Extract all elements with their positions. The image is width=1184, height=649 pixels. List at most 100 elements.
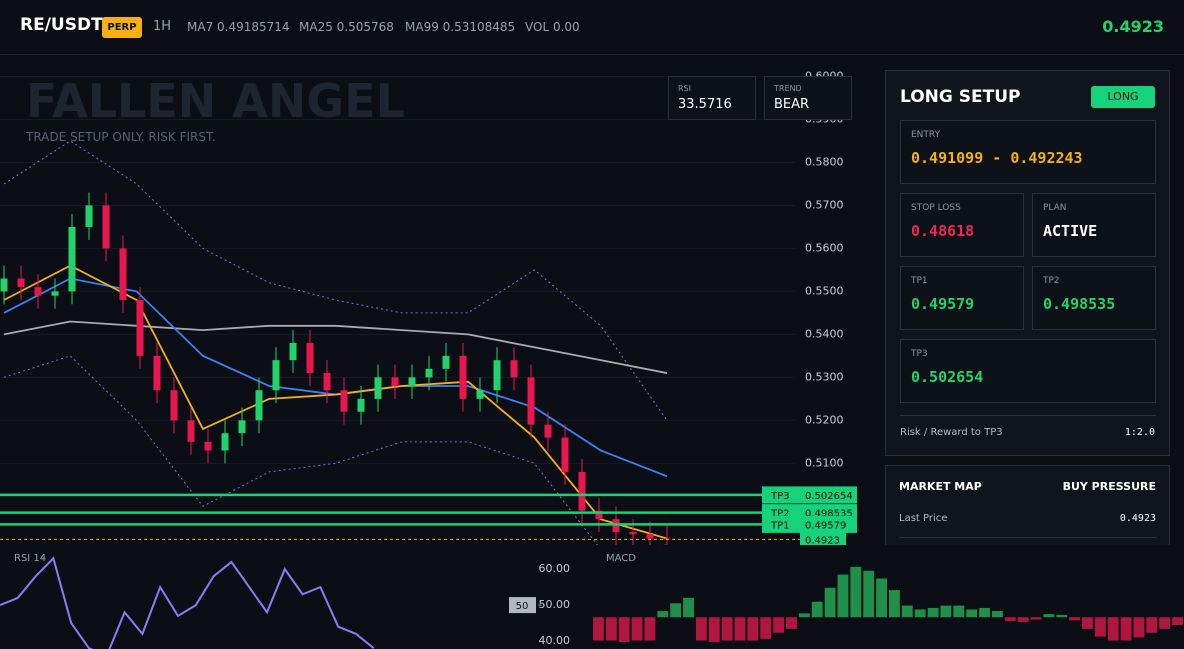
macd-bar — [901, 605, 913, 618]
macd-bar — [966, 609, 978, 618]
candle-body — [51, 291, 59, 296]
candle-body — [0, 278, 8, 292]
macd-bar — [1094, 617, 1106, 637]
tp1-label: TP1 — [911, 276, 928, 286]
indicator-line — [3, 264, 668, 540]
perp-badge: PERP — [102, 17, 142, 38]
macd-bar — [876, 578, 887, 618]
ma25: MA25 0.505768 — [299, 20, 394, 34]
stop-loss-value: 0.48618 — [911, 222, 975, 240]
stop-loss-box: STOP LOSS 0.48618 — [900, 193, 1024, 257]
macd-bar — [811, 601, 823, 618]
candle-body — [306, 342, 314, 374]
candle-body — [272, 360, 280, 391]
macd-bar — [593, 617, 604, 641]
candle-body — [119, 248, 127, 300]
candle-body — [340, 390, 348, 412]
plan-value: ACTIVE — [1043, 222, 1098, 240]
target-value: 0.502654 — [805, 491, 853, 502]
macd-bar — [927, 607, 939, 618]
entry-box: ENTRY 0.491099 - 0.492243 — [900, 120, 1156, 184]
stat-label: TREND — [774, 84, 802, 93]
tp2-value: 0.498535 — [1043, 295, 1116, 313]
macd-bar — [824, 587, 836, 618]
watermark-title: FALLEN ANGEL — [26, 74, 405, 128]
candle-body — [255, 390, 263, 421]
stat-value: BEAR — [774, 97, 810, 112]
rsi-line — [0, 556, 375, 649]
rsi-stat: RSI 33.5716 — [668, 76, 756, 120]
macd-bar — [708, 617, 720, 643]
macd-bar — [670, 603, 682, 618]
candle-body — [204, 441, 212, 451]
candle-body — [476, 390, 484, 399]
candle-body — [493, 360, 501, 391]
macd-bar — [863, 570, 875, 618]
candle-body — [68, 226, 76, 292]
divider — [900, 415, 1156, 416]
target-name: TP3 — [770, 491, 790, 502]
candle-body — [425, 368, 433, 378]
macd-bar — [747, 617, 759, 641]
macd-bar — [1082, 617, 1093, 629]
macd-bar — [683, 597, 694, 618]
trend-stat: TREND BEAR — [764, 76, 852, 120]
interval[interactable]: 1H — [153, 19, 172, 34]
panel-title: RSI 14 — [14, 553, 46, 564]
candle-body — [153, 355, 161, 391]
reference-tag — [509, 597, 536, 614]
tp2-label: TP2 — [1043, 276, 1060, 286]
y-tick-label: 60.00 — [539, 562, 571, 575]
risk-reward-label: Risk / Reward to TP3 — [900, 427, 1003, 438]
divider — [899, 537, 1157, 538]
macd-bar — [798, 613, 810, 618]
last-price-tag — [800, 532, 846, 547]
macd-bar — [721, 617, 733, 641]
y-tick-label: 0.5300 — [805, 370, 844, 383]
candle-body — [646, 534, 654, 539]
market-status: BUY PRESSURE — [1062, 480, 1156, 493]
last-price-label: 0.4923 — [805, 535, 840, 546]
target-tag — [762, 486, 857, 504]
reference-label: 50 — [516, 601, 529, 612]
market-map-title: MARKET MAP — [899, 480, 982, 493]
macd-bar — [631, 617, 643, 641]
candle-body — [374, 377, 382, 399]
macd-bar — [837, 574, 849, 618]
entry-label: ENTRY — [911, 130, 941, 140]
y-tick-label: 40.00 — [539, 634, 571, 647]
indicator-line — [3, 320, 668, 374]
candle-body — [544, 424, 552, 438]
candle-body — [391, 377, 399, 386]
macd-bar — [850, 566, 862, 618]
header-price: 0.4923 — [1102, 17, 1164, 36]
tp1-box: TP1 0.49579 — [900, 266, 1024, 330]
long-button[interactable]: LONG — [1091, 86, 1155, 108]
macd-bar — [1004, 617, 1016, 622]
macd-bar — [914, 609, 926, 618]
macd-bar — [1146, 617, 1158, 633]
macd-bar — [695, 617, 707, 641]
macd-bar — [618, 617, 630, 643]
target-value: 0.49579 — [805, 520, 846, 531]
macd-bar — [1043, 614, 1055, 618]
candle-body — [459, 355, 467, 399]
header-divider — [0, 54, 1184, 55]
tp1-value: 0.49579 — [911, 295, 975, 313]
stop-loss-label: STOP LOSS — [911, 203, 961, 213]
watermark-subtitle: TRADE SETUP ONLY. RISK FIRST. — [26, 130, 216, 144]
ma99: MA99 0.53108485 — [405, 20, 516, 34]
y-tick-label: 50.00 — [539, 598, 571, 611]
candle-body — [221, 433, 229, 451]
stat-label: RSI — [678, 84, 691, 93]
macd-bar — [1172, 617, 1183, 625]
macd-bar — [1056, 614, 1068, 618]
plan-box: PLAN ACTIVE — [1032, 193, 1156, 257]
y-tick-label: 0.5600 — [805, 241, 844, 254]
target-name: TP2 — [770, 509, 790, 520]
tp3-label: TP3 — [911, 349, 928, 359]
target-tag — [762, 515, 857, 533]
target-value: 0.498535 — [805, 509, 853, 520]
